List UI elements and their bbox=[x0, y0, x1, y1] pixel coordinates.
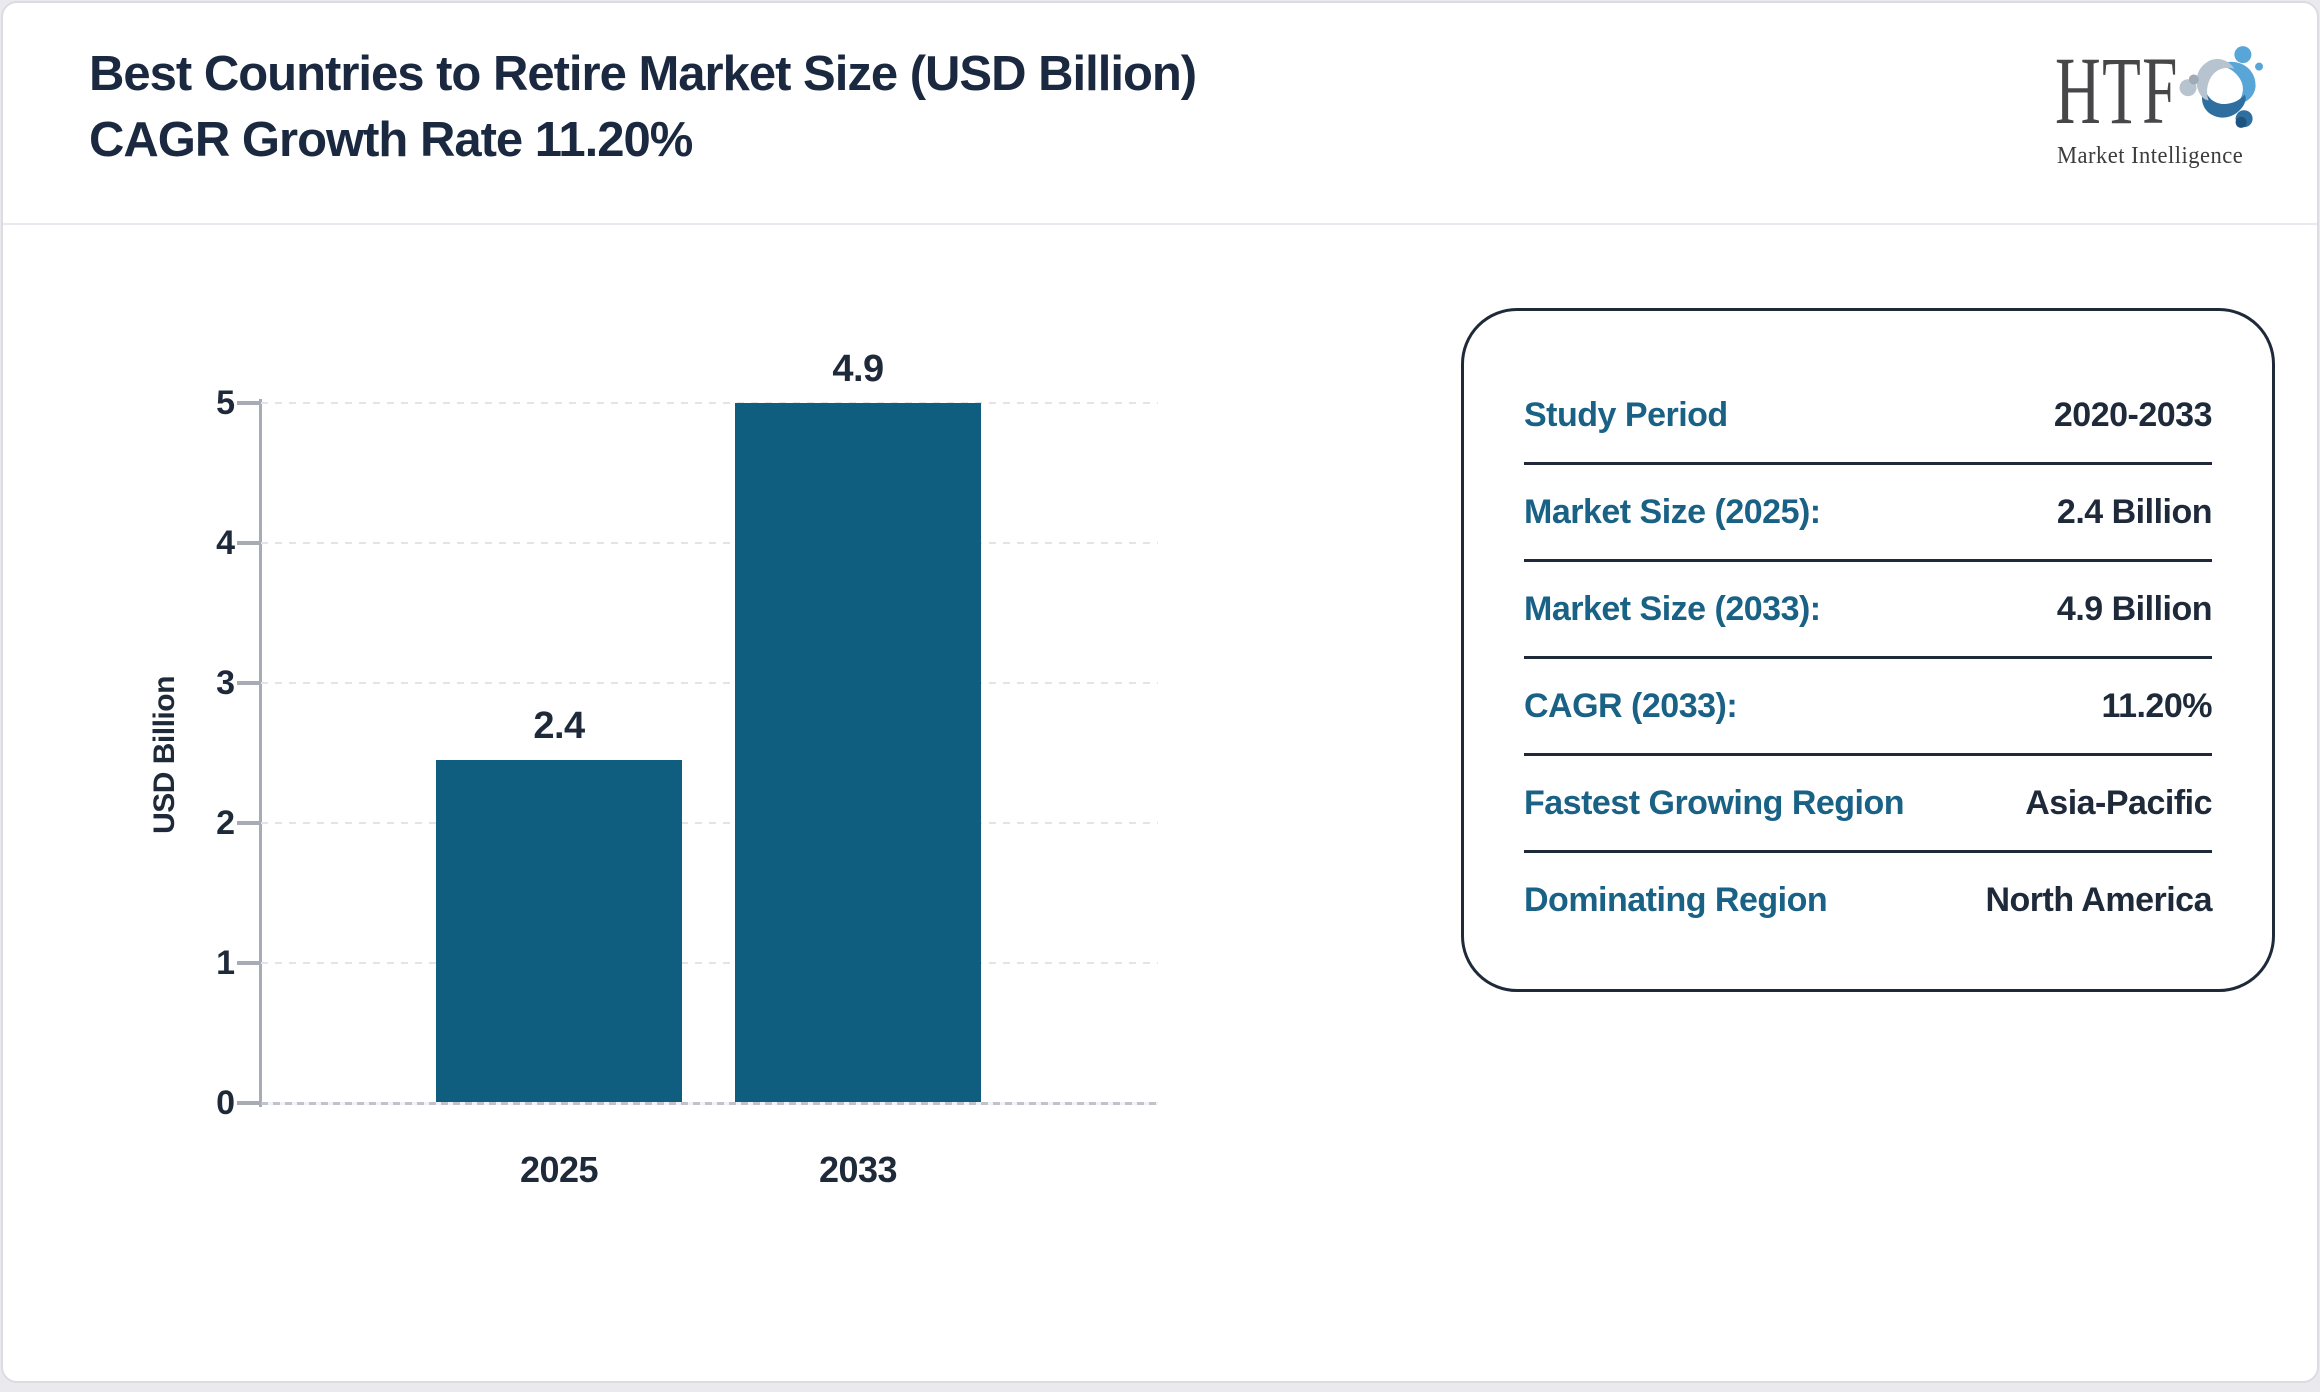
info-panel-rows: Study Period 2020-2033 Market Size (2025):… bbox=[1524, 368, 2213, 947]
logo-text: HTF bbox=[2055, 37, 2179, 144]
swirl-dot-top bbox=[2255, 62, 2264, 71]
info-label: Market Size (2033): bbox=[1524, 589, 1821, 628]
bar-value-label: 4.9 bbox=[832, 348, 884, 390]
bar bbox=[735, 403, 981, 1103]
info-value: North America bbox=[1985, 880, 2212, 919]
gridline bbox=[261, 822, 1158, 824]
gridline bbox=[261, 542, 1158, 544]
bar-chart: USD Billion 2.4 4.9 0 1 2 3 4 5 2025 2033 bbox=[3, 3, 2317, 1381]
logo-subtext: Market Intelligence bbox=[2057, 143, 2244, 169]
info-label: Fastest Growing Region bbox=[1524, 783, 1905, 822]
bar bbox=[436, 760, 682, 1103]
y-tick-label: 2 bbox=[216, 804, 235, 842]
info-row: Dominating Region North America bbox=[1524, 853, 2212, 947]
info-row: Study Period 2020-2033 bbox=[1524, 368, 2213, 465]
info-value: 11.20% bbox=[2101, 686, 2213, 725]
info-label: Market Size (2025): bbox=[1524, 492, 1821, 531]
bar-value-label: 2.4 bbox=[533, 705, 585, 748]
htf-logo: HTF Market Intelligence bbox=[2055, 33, 2295, 183]
y-tick-label: 0 bbox=[216, 1084, 235, 1122]
x-tick-label: 2033 bbox=[818, 1149, 898, 1190]
info-label: Dominating Region bbox=[1524, 880, 1828, 919]
info-label: Study Period bbox=[1524, 395, 1728, 434]
gridline bbox=[261, 682, 1158, 684]
y-tick-label: 1 bbox=[216, 944, 235, 982]
info-value: 2.4 Billion bbox=[2056, 492, 2213, 531]
y-tick-mark bbox=[237, 401, 260, 405]
info-row: Market Size (2033): 4.9 Billion bbox=[1524, 562, 2213, 659]
gridline bbox=[261, 402, 1158, 404]
y-tick-mark bbox=[237, 821, 260, 825]
y-tick-mark bbox=[237, 1101, 260, 1105]
y-tick-mark bbox=[237, 961, 260, 965]
y-tick-mark bbox=[237, 681, 260, 685]
x-tick-label: 2025 bbox=[519, 1149, 599, 1190]
y-tick-mark bbox=[237, 541, 260, 545]
swirl-dot-left bbox=[2188, 74, 2199, 85]
info-label: CAGR (2033): bbox=[1524, 686, 1738, 725]
y-axis-line bbox=[259, 399, 262, 1107]
info-value: 2020-2033 bbox=[2053, 395, 2213, 434]
info-row: CAGR (2033): 11.20% bbox=[1524, 659, 2213, 756]
header-divider bbox=[3, 223, 2317, 225]
info-row: Market Size (2025): 2.4 Billion bbox=[1524, 465, 2213, 562]
three-figures-swirl-icon bbox=[2179, 46, 2264, 128]
y-tick-label: 3 bbox=[216, 664, 235, 702]
swirl-dot-bottom bbox=[2235, 116, 2247, 128]
y-tick-label: 4 bbox=[216, 524, 235, 562]
info-panel: Study Period 2020-2033 Market Size (2025):… bbox=[1461, 308, 2275, 992]
swirl-figure-top bbox=[2221, 46, 2256, 105]
info-row: Fastest Growing Region Asia-Pacific bbox=[1524, 756, 2212, 853]
y-tick-label: 5 bbox=[216, 384, 235, 422]
info-value: 4.9 Billion bbox=[2056, 589, 2213, 628]
gridline bbox=[261, 1102, 1158, 1105]
info-value: Asia-Pacific bbox=[2025, 783, 2212, 822]
page-title: Best Countries to Retire Market Size (US… bbox=[89, 47, 1197, 167]
plot-area: 2.4 4.9 bbox=[261, 348, 1158, 1105]
gridline bbox=[261, 962, 1158, 964]
